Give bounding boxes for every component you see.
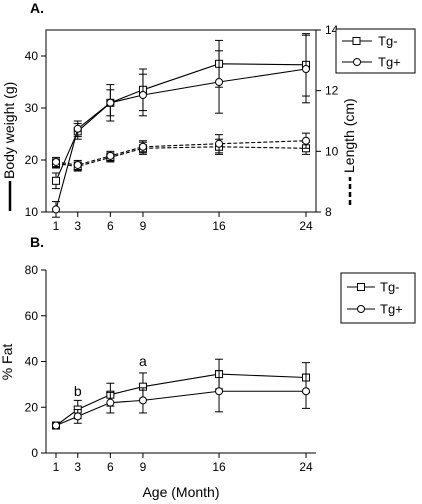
panel-a-left-ylabel: Body weight (g): [1, 82, 17, 179]
data-point-circle: [73, 124, 82, 133]
y-tick-label: 10: [25, 205, 39, 219]
significance-annotation: b: [74, 383, 82, 399]
y-tick-label: 20: [25, 153, 39, 167]
panel-a-legend-box: [335, 28, 416, 74]
data-point-circle: [73, 160, 82, 169]
x-tick-label: 9: [140, 460, 147, 474]
legend-b-tgminus-label: Tg-: [380, 280, 400, 295]
panel-b-legend-box: [340, 272, 416, 324]
series-line: [55, 373, 307, 426]
data-point-circle: [302, 387, 310, 396]
legend-b-tgplus-label: Tg+: [380, 302, 403, 317]
data-point-circle: [138, 396, 147, 405]
series-line: [55, 146, 307, 168]
square-marker-icon: [357, 283, 365, 291]
data-point-circle: [73, 412, 82, 421]
y-tick-label: 40: [25, 355, 39, 369]
data-point-circle: [52, 157, 60, 166]
x-tick-label: 16: [212, 460, 226, 474]
panel-b-label: B.: [30, 234, 44, 250]
legend-a-tgplus-label: Tg+: [378, 55, 401, 70]
data-point-circle: [52, 205, 60, 214]
y-tick-label: 30: [25, 101, 39, 115]
x-tick-label: 1: [53, 219, 60, 233]
panel-a-right-y-axis: 8 10 12 14: [316, 23, 339, 219]
x-tick-label: 3: [74, 219, 81, 233]
x-tick-label: 24: [299, 460, 313, 474]
data-point-circle: [215, 139, 224, 148]
x-tick-label: 6: [107, 460, 114, 474]
panel-a-left-ylabel-group: Body weight (g): [1, 82, 17, 211]
panel-b-xlabel: Age (Month): [142, 484, 219, 500]
y-tick-label: 8: [325, 205, 332, 219]
panel-a-label: A.: [30, 0, 44, 16]
panel-a-frame: [45, 29, 317, 213]
data-point-circle: [302, 65, 310, 73]
x-tick-label: 1: [53, 460, 60, 474]
x-tick-label: 3: [74, 460, 81, 474]
series-line: [55, 63, 307, 182]
data-point-circle: [215, 387, 224, 396]
circle-marker-icon: [357, 305, 365, 313]
panel-a-right-ylabel-group: Length (cm): [341, 98, 357, 205]
panel-b-legend: Tg- Tg+: [340, 272, 416, 324]
y-tick-label: 12: [325, 84, 339, 98]
panel-a-x-axis: 1 3 6 9 16 24: [53, 212, 313, 233]
panel-b-y-axis: 0 20 40 60 80: [25, 263, 46, 460]
y-tick-label: 10: [325, 144, 339, 158]
panel-a-legend: Tg- Tg+: [335, 28, 416, 74]
data-point-circle: [215, 78, 224, 86]
y-tick-label: 80: [25, 263, 39, 277]
data-point-circle: [138, 142, 147, 151]
panel-a-right-ylabel: Length (cm): [341, 98, 357, 173]
panel-b-x-axis: 1 3 6 9 16 24: [53, 453, 313, 474]
panel-b-annotations: ba: [74, 353, 147, 399]
x-tick-label: 9: [140, 219, 147, 233]
data-point-circle: [106, 98, 115, 107]
data-point-circle: [106, 398, 115, 407]
data-point-circle: [52, 421, 60, 430]
y-tick-label: 20: [25, 400, 39, 414]
circle-marker-icon: [353, 58, 361, 66]
panel-a: A. 1 3 6 9 16 24 10 20 30 40 8 10 12 14 Body weight…: [1, 0, 416, 233]
square-marker-icon: [352, 37, 361, 45]
y-tick-label: 0: [31, 446, 38, 460]
data-point-circle: [302, 136, 310, 145]
series-line: [55, 68, 307, 210]
x-tick-label: 24: [299, 219, 313, 233]
data-point-circle: [138, 91, 147, 99]
x-tick-label: 6: [107, 219, 114, 233]
data-point-circle: [106, 151, 115, 160]
y-tick-label: 14: [325, 23, 339, 37]
x-tick-label: 16: [212, 219, 226, 233]
significance-annotation: a: [139, 353, 147, 369]
data-point-square: [52, 176, 60, 185]
legend-a-tgminus-label: Tg-: [378, 34, 398, 49]
panel-a-series: [52, 33, 310, 218]
panel-b-ylabel: % Fat: [0, 344, 15, 381]
y-tick-label: 40: [25, 49, 39, 63]
series-line: [55, 140, 307, 166]
series-line: [55, 390, 306, 427]
y-tick-label: 60: [25, 309, 39, 323]
panel-a-left-y-axis: 10 20 30 40: [25, 49, 46, 219]
panel-b-series: [52, 358, 310, 430]
